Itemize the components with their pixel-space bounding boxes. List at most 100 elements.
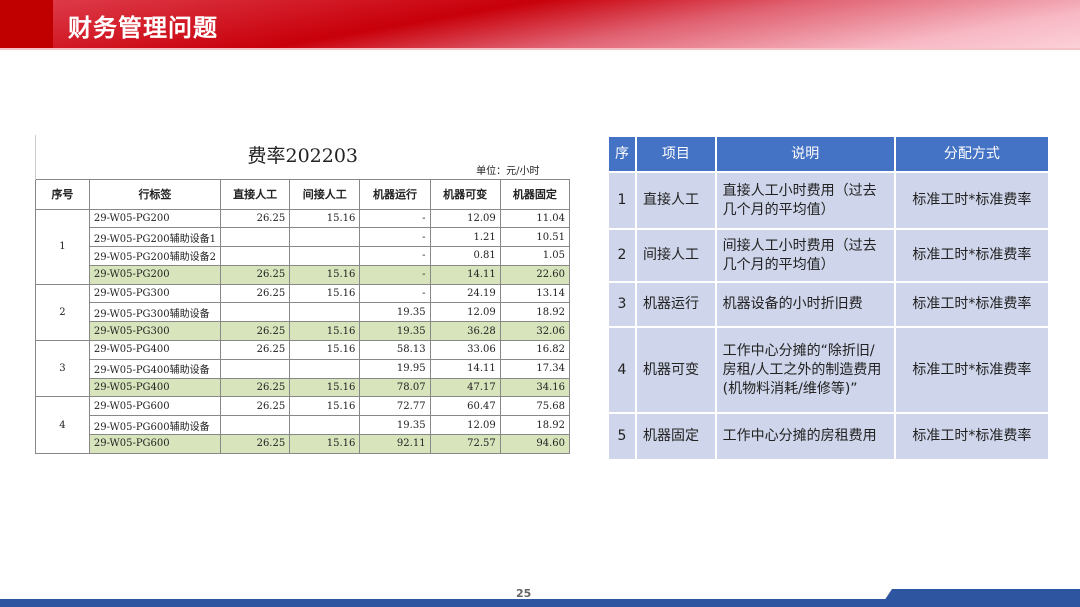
row-number: 5 — [609, 414, 635, 459]
row-label: 29-W05-PG300 — [88, 321, 222, 342]
column-header: 直接人工 — [219, 178, 291, 210]
allocation-method: 标准工时*标准费率 — [895, 173, 1048, 228]
value-cell — [289, 358, 361, 379]
value-cell — [219, 358, 291, 379]
table-row: 29-W05-PG300辅助设备 19.35 12.09 18.92 — [36, 302, 571, 323]
column-header: 机器固定 — [499, 178, 571, 210]
value-cell: 26.25 — [219, 340, 291, 360]
value-cell — [289, 246, 361, 266]
description: 机器设备的小时折旧费 — [716, 283, 894, 326]
value-cell: 34.16 — [499, 377, 571, 398]
table-row: 4 29-W05-PG600 26.25 15.16 72.77 60.47 75.68 — [35, 396, 571, 454]
row-label: 29-W05-PG600辅助设备 — [88, 415, 222, 436]
value-cell: 72.57 — [429, 434, 501, 454]
table-row: 29-W05-PG200辅助设备2 -0.81 1.05 — [36, 246, 571, 266]
row-label: 29-W05-PG600 — [88, 396, 222, 417]
table-row: 2 间接人工 间接人工小时费用（过去几个月的平均值） 标准工时*标准费率 — [609, 230, 1048, 281]
row-label: 29-W05-PG400辅助设备 — [88, 358, 222, 379]
value-cell: 19.35 — [359, 321, 431, 342]
value-cell: - — [359, 264, 431, 285]
row-number: 3 — [609, 283, 635, 326]
allocation-method: 标准工时*标准费率 — [895, 414, 1048, 459]
column-header: 说明 — [716, 137, 894, 171]
description: 间接人工小时费用（过去几个月的平均值） — [716, 230, 894, 281]
value-cell: 19.95 — [359, 358, 431, 379]
table-row: 29-W05-PG600辅助设备 19.35 12.09 18.92 — [36, 415, 571, 436]
value-cell: 47.17 — [429, 377, 501, 398]
value-cell: 0.81 — [429, 246, 501, 266]
item-name: 机器可变 — [637, 328, 715, 412]
column-header: 机器运行 — [359, 178, 431, 210]
row-label: 29-W05-PG300 — [88, 283, 222, 304]
value-cell: 15.16 — [289, 377, 361, 398]
value-cell: 15.16 — [289, 434, 361, 454]
value-cell: 26.25 — [219, 321, 291, 342]
row-label: 29-W05-PG300辅助设备 — [88, 302, 222, 323]
value-cell: - — [359, 227, 431, 248]
value-cell: - — [359, 283, 431, 304]
value-cell — [219, 227, 291, 248]
value-cell: 22.60 — [499, 264, 571, 285]
value-cell: 75.68 — [499, 396, 571, 417]
table-row: 3 29-W05-PG400 26.25 15.16 58.13 33.06 16.82 — [35, 340, 571, 398]
group-number: 2 — [35, 283, 90, 342]
value-cell: 19.35 — [359, 415, 431, 436]
row-label: 29-W05-PG200 — [88, 264, 222, 285]
rate-table-title-row: 费率202203 单位：元/小时 — [35, 135, 570, 179]
page-title: 财务管理问题 — [68, 14, 218, 42]
description: 工作中心分摊的房租费用 — [716, 414, 894, 459]
rate-table: 费率202203 单位：元/小时 序号 行标签 直接人工 间接人工 机器运行 机器可变 机器固定… — [35, 135, 571, 454]
allocation-table-header: 序项目 说明 分配方式 — [609, 137, 1048, 171]
table-row: 4 机器可变 工作中心分摊的“除折旧/房租/人工之外的制造费用(机物料消耗/维修等)… — [609, 328, 1048, 412]
value-cell: 92.11 — [359, 434, 431, 454]
title-cell: 费率202203 单位：元/小时 — [35, 135, 570, 179]
value-cell: 1.05 — [499, 246, 571, 266]
value-cell: 18.92 — [499, 415, 571, 436]
group-number: 4 — [35, 396, 90, 454]
row-label: 29-W05-PG600 — [88, 434, 222, 454]
row-number: 4 — [609, 328, 635, 412]
header-divider — [0, 48, 1080, 50]
column-header: 项目 — [637, 137, 715, 171]
value-cell: 26.25 — [219, 377, 291, 398]
column-header: 机器可变 — [429, 178, 501, 210]
description: 直接人工小时费用（过去几个月的平均值） — [716, 173, 894, 228]
group-number: 1 — [35, 208, 90, 285]
table-row: 29-W05-PG400辅助设备 19.95 14.11 17.34 — [36, 358, 571, 379]
column-header: 序 — [609, 137, 635, 171]
page-number: 25 — [516, 587, 532, 600]
column-header: 序号 — [35, 178, 90, 210]
footer-bar — [0, 599, 1080, 607]
value-cell: 15.16 — [289, 321, 361, 342]
value-cell — [289, 302, 361, 323]
value-cell: 15.16 — [289, 264, 361, 285]
item-name: 机器运行 — [637, 283, 715, 326]
item-name: 间接人工 — [637, 230, 715, 281]
item-name: 机器固定 — [637, 414, 715, 459]
table-row: 3 机器运行 机器设备的小时折旧费 标准工时*标准费率 — [609, 283, 1048, 326]
rate-table-header: 序号 行标签 直接人工 间接人工 机器运行 机器可变 机器固定 — [35, 178, 571, 210]
unit-label: 单位：元/小时 — [476, 165, 540, 177]
value-cell: 72.77 — [359, 396, 431, 417]
value-cell: 19.35 — [359, 302, 431, 323]
table-row: 1 直接人工 直接人工小时费用（过去几个月的平均值） 标准工时*标准费率 — [609, 173, 1048, 228]
allocation-table: 序项目 说明 分配方式 1 直接人工 直接人工小时费用（过去几个月的平均值） 标准工时*标准… — [607, 135, 1050, 461]
value-cell — [219, 302, 291, 323]
row-label: 29-W05-PG200 — [88, 208, 222, 229]
value-cell: 18.92 — [499, 302, 571, 323]
row-label: 29-W05-PG400 — [88, 340, 222, 360]
value-cell: 1.21 — [429, 227, 501, 248]
value-cell — [219, 415, 291, 436]
table-row: 29-W05-PG400 26.25 15.16 78.07 47.17 34.16 — [36, 377, 571, 398]
item-name: 直接人工 — [637, 173, 715, 228]
value-cell: 12.09 — [429, 302, 501, 323]
rate-table-title: 费率202203 — [247, 145, 359, 167]
table-row: 29-W05-PG200 26.25 15.16-14.11 22.60 — [36, 264, 571, 285]
table-row: 2 29-W05-PG300 26.25 15.16-24.19 13.14 — [35, 283, 571, 342]
value-cell: 58.13 — [359, 340, 431, 360]
table-row: 29-W05-PG300 26.25 15.16 19.35 36.28 32.06 — [36, 321, 571, 342]
value-cell: 10.51 — [499, 227, 571, 248]
value-cell: 33.06 — [429, 340, 501, 360]
value-cell: 15.16 — [289, 283, 361, 304]
table-row: 1 29-W05-PG200 26.25 15.16-12.09 11.04 — [35, 208, 571, 285]
